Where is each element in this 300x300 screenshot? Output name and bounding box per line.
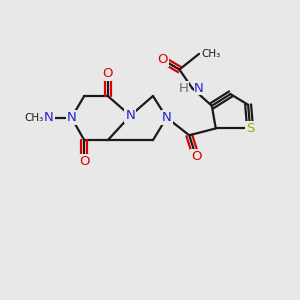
Text: O: O xyxy=(79,155,89,168)
Text: O: O xyxy=(103,67,113,80)
Text: H: H xyxy=(178,82,188,95)
Text: CH₃: CH₃ xyxy=(201,49,220,59)
Text: N: N xyxy=(44,111,54,124)
Text: N: N xyxy=(67,111,76,124)
Text: N: N xyxy=(125,109,135,122)
Text: N: N xyxy=(67,111,76,124)
Text: N: N xyxy=(194,82,204,95)
Text: O: O xyxy=(158,53,168,66)
Text: CH₃: CH₃ xyxy=(25,112,44,123)
Text: N: N xyxy=(162,111,172,124)
Text: N: N xyxy=(125,109,135,122)
Text: O: O xyxy=(191,150,201,164)
Text: S: S xyxy=(246,122,254,135)
Text: N: N xyxy=(162,111,172,124)
